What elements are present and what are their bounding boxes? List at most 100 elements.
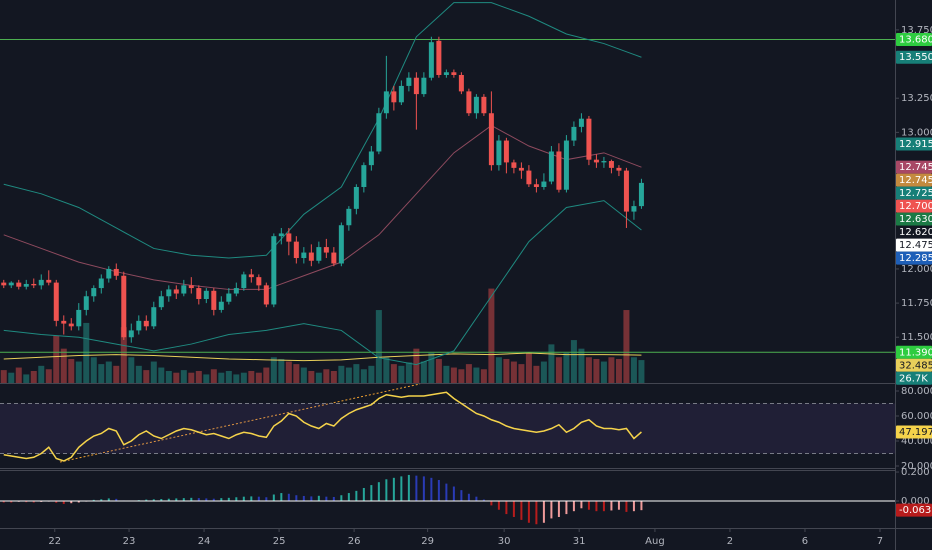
volume-bar [285,361,292,383]
histogram-bar [310,496,313,502]
candle-body [563,140,569,190]
histogram-bar [535,501,538,525]
volume-bar [113,365,120,383]
candle-body [143,320,149,327]
histogram-bar [227,497,230,502]
volume-bar [450,367,457,383]
price-label-box [896,425,932,439]
volume-bar [323,369,330,383]
candle-body [196,288,202,299]
candle-body [368,151,374,166]
price-label-box [896,212,932,226]
volume-bar [135,365,142,383]
volume-bar [578,348,585,383]
volume-bar [23,374,30,383]
histogram-bar [325,496,328,502]
histogram-bar [242,496,245,502]
price-label: 12.745 [899,175,932,186]
histogram-bar [452,486,455,502]
volume-bar [173,372,180,383]
volume-bar [623,310,630,383]
volume-bar [165,370,172,383]
histogram-bar [392,477,395,502]
histogram-bar [512,501,515,517]
candle-body [436,40,442,75]
price-label: -0.063 [899,505,931,516]
candle-body [443,72,449,75]
volume-bar [465,364,472,383]
candle-body [61,320,67,324]
volume-bar [293,364,300,383]
histogram-bar [302,495,305,502]
candle-body [571,126,577,141]
histogram-bar [362,487,365,502]
histogram-bar [107,498,110,502]
histogram-bar [205,498,208,502]
price-label: 47.197 [899,427,932,438]
candle-body [323,247,329,253]
histogram-bar [2,501,5,503]
price-label-box [896,358,932,372]
candle-body [473,96,479,114]
candle-body [158,296,164,308]
candle-body [46,279,52,283]
volume-bar [548,344,555,383]
volume-bar [308,370,315,383]
volume-bar [390,364,397,383]
histogram-bar [542,501,545,523]
volume-bar [435,358,442,383]
histogram-bar [587,501,590,510]
candle-body [503,140,509,163]
price-label: 12.745 [899,162,932,173]
volume-bar [600,361,607,383]
candle-body [31,283,37,286]
x-tick-label: 6 [802,536,808,547]
histogram-bar [272,494,275,502]
histogram-bar [632,501,635,512]
candle-body [616,167,622,171]
volume-bar [458,369,465,383]
volume-bar [615,358,622,383]
volume-bar [158,367,165,383]
price-label: 13.550 [899,52,932,63]
histogram-bar [437,480,440,502]
histogram-bar [182,498,185,502]
candle-body [466,91,472,114]
histogram-bar [295,495,298,502]
volume-bar [518,364,525,383]
candle-body [181,285,187,294]
candle-body [203,290,209,299]
candle-body [106,268,112,279]
histogram-bar [475,496,478,502]
volume-bar [383,357,390,383]
candle-body [481,96,487,114]
histogram-bar [280,493,283,502]
candle-body [346,208,352,226]
volume-bar [533,365,540,383]
histogram-bar [250,496,253,502]
histogram-bar [287,493,290,502]
y-tick-label: 60.000 [901,411,932,422]
candle-body [98,278,104,289]
volume-bar [525,352,532,383]
candle-body [113,268,119,276]
histogram-bar [355,490,358,502]
histogram-bar [415,475,418,502]
volume-bar [68,358,75,383]
volume-bar [375,310,382,383]
candle-body [166,289,172,297]
volume-bar [90,357,97,383]
overlay-line [3,2,642,259]
histogram-bar [70,501,73,504]
candle-body [16,282,22,287]
volume-bar [540,361,547,383]
candle-body [638,182,644,207]
price-label-box [896,225,932,239]
candle-body [316,247,322,261]
volume-bar [38,365,45,383]
candle-body [353,186,359,209]
volume-bar [233,374,240,383]
x-tick-label: 23 [123,536,136,547]
y-tick-label: 0.000 [901,496,930,507]
rsi-line [3,391,642,462]
